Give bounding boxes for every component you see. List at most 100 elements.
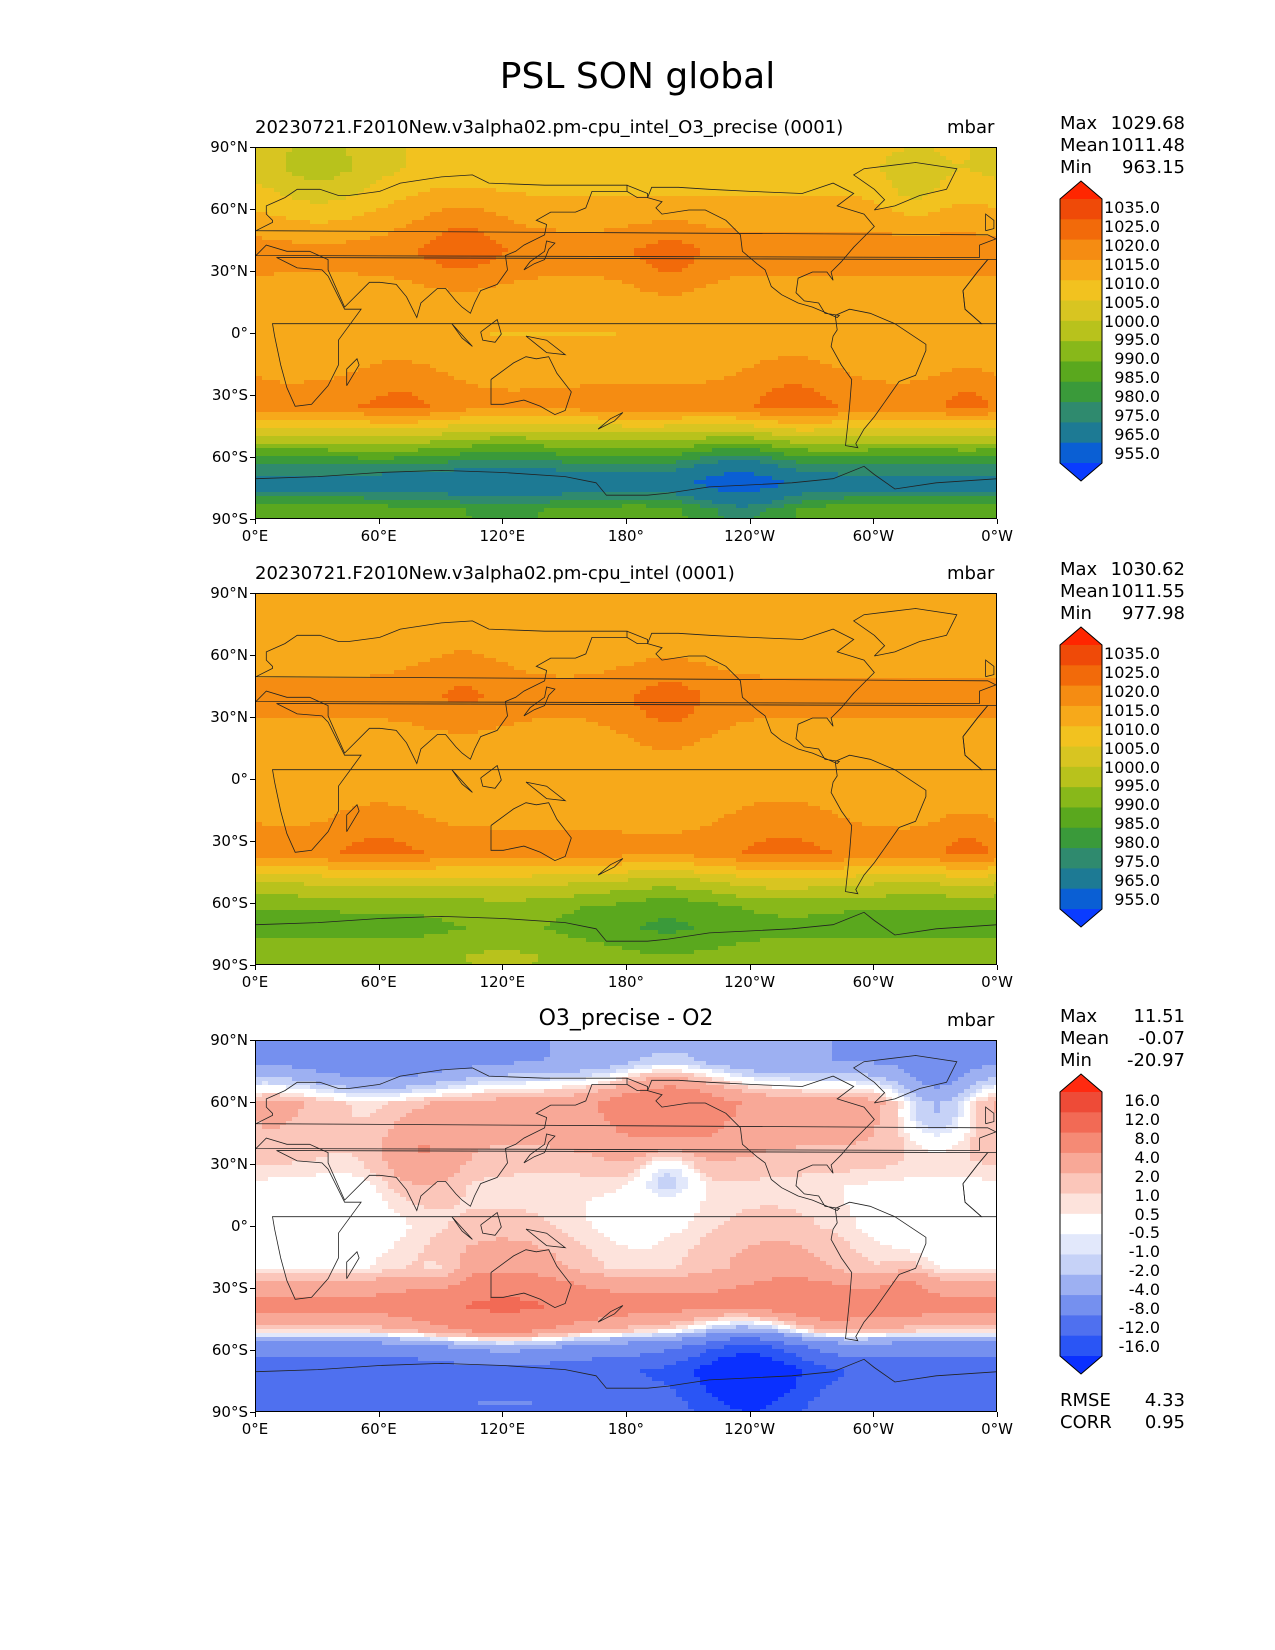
contour-cell — [622, 224, 629, 229]
contour-cell — [856, 292, 863, 297]
contour-cell — [790, 244, 797, 249]
contour-cell — [316, 172, 323, 177]
contour-cell — [718, 280, 725, 285]
contour-cell — [430, 308, 437, 313]
contour-cell — [664, 248, 671, 253]
contour-cell — [754, 180, 761, 185]
contour-cell — [586, 152, 593, 157]
contour-cell — [808, 224, 815, 229]
contour-cell — [796, 180, 803, 185]
contour-cell — [754, 220, 761, 225]
contour-cell — [664, 196, 671, 201]
contour-cell — [976, 212, 983, 217]
contour-cell — [544, 288, 551, 293]
contour-cell — [604, 284, 611, 289]
contour-cell — [556, 284, 563, 289]
contour-cell — [928, 304, 935, 309]
contour-cell — [658, 160, 665, 165]
contour-cell — [790, 228, 797, 233]
contour-cell — [526, 200, 533, 205]
contour-cell — [526, 168, 533, 173]
contour-cell — [706, 208, 713, 213]
contour-cell — [670, 236, 677, 241]
contour-cell — [448, 240, 455, 245]
contour-cell — [400, 164, 407, 169]
contour-cell — [706, 244, 713, 249]
contour-cell — [718, 204, 725, 209]
contour-cell — [388, 200, 395, 205]
contour-cell — [292, 232, 299, 237]
contour-cell — [274, 224, 281, 229]
contour-cell — [754, 240, 761, 245]
contour-cell — [298, 212, 305, 217]
contour-cell — [328, 176, 335, 181]
contour-cell — [994, 284, 996, 289]
contour-cell — [460, 200, 467, 205]
contour-cell — [286, 296, 293, 301]
contour-cell — [634, 176, 641, 181]
contour-cell — [634, 292, 641, 297]
contour-cell — [736, 300, 743, 305]
contour-cell — [994, 244, 996, 249]
contour-cell — [820, 204, 827, 209]
contour-cell — [592, 192, 599, 197]
contour-cell — [472, 192, 479, 197]
contour-cell — [700, 304, 707, 309]
contour-cell — [838, 304, 845, 309]
contour-cell — [574, 300, 581, 305]
contour-cell — [952, 300, 959, 305]
contour-cell — [424, 160, 431, 165]
contour-cell — [718, 300, 725, 305]
contour-cell — [550, 300, 557, 305]
contour-cell — [352, 272, 359, 277]
contour-cell — [904, 304, 911, 309]
contour-cell — [592, 288, 599, 293]
contour-cell — [964, 184, 971, 189]
contour-cell — [682, 196, 689, 201]
contour-cell — [712, 232, 719, 237]
contour-cell — [814, 216, 821, 221]
contour-cell — [760, 176, 767, 181]
contour-cell — [580, 264, 587, 269]
contour-cell — [280, 192, 287, 197]
contour-cell — [898, 280, 905, 285]
contour-cell — [310, 264, 317, 269]
contour-cell — [934, 268, 941, 273]
contour-cell — [784, 172, 791, 177]
contour-cell — [490, 280, 497, 285]
contour-cell — [814, 200, 821, 205]
contour-cell — [778, 300, 785, 305]
contour-cell — [730, 252, 737, 257]
contour-cell — [862, 248, 869, 253]
contour-cell — [622, 260, 629, 265]
contour-cell — [946, 300, 953, 305]
contour-cell — [268, 196, 275, 201]
contour-cell — [340, 192, 347, 197]
contour-cell — [940, 156, 947, 161]
contour-cell — [862, 156, 869, 161]
contour-cell — [790, 192, 797, 197]
contour-cell — [550, 220, 557, 225]
contour-cell — [718, 232, 725, 237]
contour-cell — [532, 304, 539, 309]
contour-cell — [910, 168, 917, 173]
contour-cell — [514, 204, 521, 209]
contour-cell — [748, 248, 755, 253]
contour-cell — [280, 188, 287, 193]
contour-cell — [310, 208, 317, 213]
contour-cell — [976, 276, 983, 281]
contour-cell — [664, 252, 671, 257]
contour-cell — [982, 180, 989, 185]
contour-cell — [982, 296, 989, 301]
contour-cell — [802, 276, 809, 281]
contour-cell — [430, 168, 437, 173]
contour-cell — [346, 148, 353, 153]
contour-cell — [334, 184, 341, 189]
contour-cell — [880, 284, 887, 289]
contour-cell — [538, 204, 545, 209]
contour-cell — [598, 160, 605, 165]
contour-cell — [256, 276, 263, 281]
contour-cell — [418, 160, 425, 165]
contour-cell — [544, 260, 551, 265]
contour-cell — [766, 228, 773, 233]
